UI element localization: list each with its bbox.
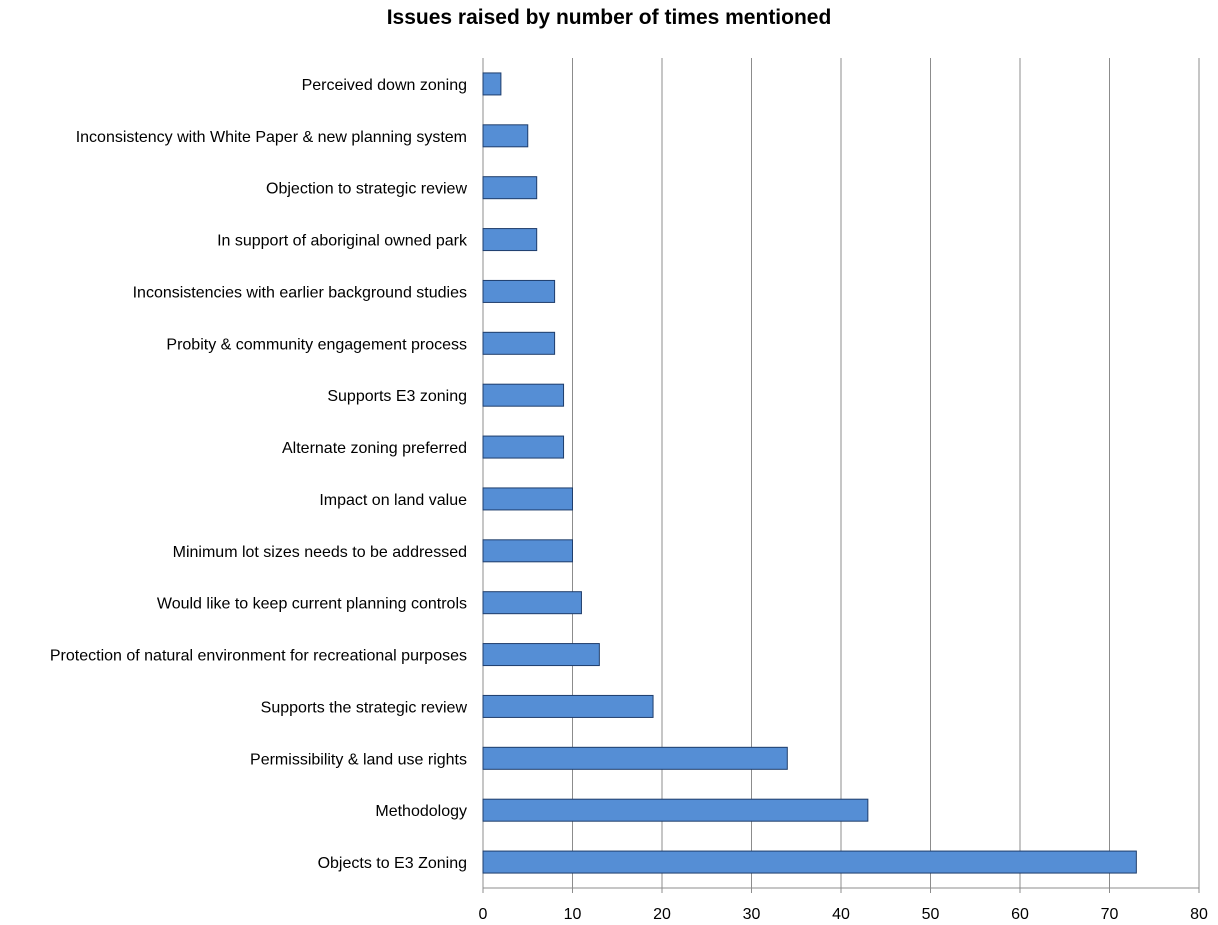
category-label: Impact on land value bbox=[319, 492, 467, 509]
category-label: Objection to strategic review bbox=[266, 181, 467, 198]
bar bbox=[482, 72, 502, 96]
category-label: In support of aboriginal owned park bbox=[217, 233, 468, 250]
x-tick-label: 60 bbox=[1011, 906, 1029, 923]
bar bbox=[482, 228, 538, 252]
category-label: Inconsistencies with earlier background … bbox=[133, 284, 467, 301]
bar bbox=[482, 124, 529, 148]
bar bbox=[482, 331, 556, 355]
x-tick-label: 40 bbox=[832, 906, 850, 923]
bar bbox=[482, 798, 869, 822]
category-label: Methodology bbox=[375, 803, 467, 820]
category-label: Minimum lot sizes needs to be addressed bbox=[173, 544, 467, 561]
bar bbox=[482, 383, 565, 407]
bar bbox=[482, 487, 573, 511]
category-label: Inconsistency with White Paper & new pla… bbox=[76, 129, 467, 146]
bar bbox=[482, 746, 788, 770]
x-tick-label: 70 bbox=[1101, 906, 1119, 923]
bar bbox=[482, 435, 565, 459]
category-label: Supports the strategic review bbox=[261, 699, 468, 716]
bar bbox=[482, 850, 1137, 874]
category-label: Permissibility & land use rights bbox=[250, 751, 467, 768]
bar bbox=[482, 279, 556, 303]
category-label: Perceived down zoning bbox=[302, 77, 467, 94]
bar bbox=[482, 539, 573, 563]
category-label: Protection of natural environment for re… bbox=[50, 648, 467, 665]
category-label: Probity & community engagement process bbox=[166, 336, 467, 353]
x-tick-label: 50 bbox=[922, 906, 940, 923]
category-label: Objects to E3 Zoning bbox=[318, 855, 467, 872]
category-label: Supports E3 zoning bbox=[327, 388, 467, 405]
x-tick-label: 30 bbox=[743, 906, 761, 923]
bar bbox=[482, 176, 538, 200]
category-label: Would like to keep current planning cont… bbox=[157, 596, 467, 613]
bar bbox=[482, 694, 654, 718]
chart-title: Issues raised by number of times mention… bbox=[386, 6, 832, 29]
category-label: Alternate zoning preferred bbox=[282, 440, 467, 457]
x-tick-label: 20 bbox=[653, 906, 671, 923]
bar bbox=[482, 591, 582, 615]
bar bbox=[482, 643, 600, 667]
x-tick-label: 10 bbox=[564, 906, 582, 923]
x-tick-label: 80 bbox=[1190, 906, 1208, 923]
x-tick-label: 0 bbox=[479, 906, 488, 923]
